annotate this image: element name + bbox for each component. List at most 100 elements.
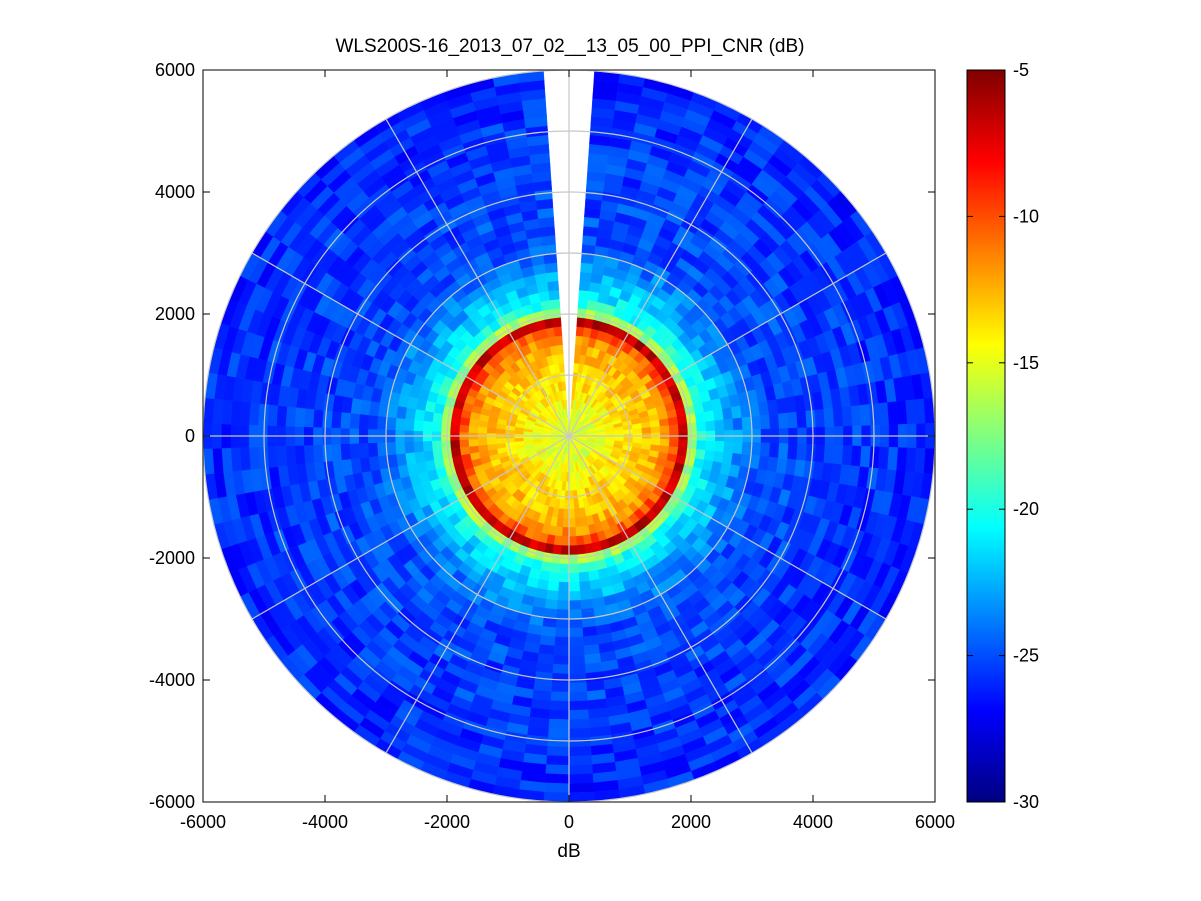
ppi-cell: [582, 234, 598, 246]
ppi-cell: [557, 581, 570, 592]
ppi-cell: [556, 600, 570, 611]
x-tick-label: -2000: [424, 812, 470, 832]
ppi-cell: [677, 423, 689, 433]
ppi-cell: [887, 401, 899, 426]
ppi-cell: [568, 636, 584, 647]
ppi-cell: [759, 414, 771, 430]
ppi-cell: [859, 404, 872, 427]
ppi-cell: [787, 443, 798, 461]
ppi-cell: [576, 544, 586, 555]
ppi-cell: [404, 441, 415, 454]
ppi-cell: [559, 554, 570, 565]
ppi-cell: [732, 417, 743, 431]
ppi-cell: [558, 572, 570, 583]
ppi-cell: [578, 289, 590, 301]
polar-grid-spoke: [568, 118, 753, 437]
ppi-cell: [349, 443, 360, 460]
polar-grid-spoke: [385, 435, 570, 754]
ppi-cell: [583, 216, 600, 228]
ppi-cell: [568, 600, 582, 611]
ppi-cell: [548, 571, 560, 583]
ppi-cell: [538, 216, 555, 228]
ppi-cell: [573, 508, 581, 519]
ppi-cell: [449, 439, 461, 449]
ppi-cell: [431, 440, 442, 451]
ppi-cell: [285, 406, 297, 427]
ppi-cell: [578, 571, 590, 583]
plot-area: [203, 70, 935, 802]
ppi-cell: [547, 736, 570, 748]
ppi-cell: [545, 755, 570, 766]
ppi-cell: [543, 782, 570, 794]
ppi-cell: [887, 446, 899, 471]
ppi-cell: [850, 445, 862, 467]
ppi-cell: [632, 428, 643, 435]
ppi-cell: [759, 442, 771, 458]
colorbar-tick-label: -30: [1013, 792, 1039, 812]
ppi-cell: [385, 441, 397, 456]
ppi-cell: [548, 289, 560, 301]
ppi-cell: [568, 563, 579, 574]
ppi-cell: [550, 682, 570, 693]
ppi-cell: [248, 402, 260, 426]
ppi-cell: [266, 445, 279, 468]
ppi-cell: [285, 445, 297, 466]
ppi-cell: [395, 441, 406, 455]
ppi-cell: [560, 545, 570, 556]
ppi-cell: [568, 609, 583, 620]
ppi-cell: [576, 317, 586, 328]
ppi-cell: [568, 536, 577, 547]
ppi-cell: [896, 400, 908, 425]
ppi-cell: [413, 440, 424, 453]
ppi-cell: [658, 418, 670, 427]
ppi-cell: [823, 408, 835, 428]
ppi-cell: [575, 535, 585, 546]
ppi-cell: [568, 682, 588, 693]
ppi-cell: [540, 299, 552, 311]
ppi-cell: [554, 627, 570, 638]
ppi-cell: [623, 429, 634, 435]
ppi-cell: [538, 644, 555, 656]
ppi-cell: [230, 400, 242, 425]
ppi-cell: [568, 572, 580, 583]
colorbar-tick-label: -10: [1013, 206, 1039, 226]
ppi-cell: [568, 581, 581, 592]
ppi-cell: [568, 709, 590, 720]
ppi-cell: [814, 408, 826, 428]
ppi-cell: [641, 427, 652, 434]
x-tick-label: 2000: [671, 812, 711, 832]
ppi-cell: [568, 736, 591, 748]
ppi-cell: [869, 446, 881, 469]
ppi-cell: [547, 580, 560, 592]
ppi-cell: [542, 308, 553, 320]
ppi-cell: [805, 409, 817, 428]
ppi-cell: [562, 517, 570, 528]
ppi-cell: [559, 563, 570, 574]
ppi-cell: [580, 598, 594, 610]
ppi-cell: [805, 444, 817, 463]
colorbar-gradient: [967, 70, 1005, 802]
ppi-cell: [321, 409, 333, 428]
ppi-cell: [714, 440, 725, 453]
colorbar-tick-label: -5: [1013, 60, 1029, 80]
ppi-cell: [422, 440, 433, 452]
ppi-cell: [376, 442, 388, 457]
ppi-cell: [553, 645, 570, 656]
ppi-cell: [477, 438, 488, 446]
ppi-cell: [577, 553, 588, 565]
ppi-cell: [841, 445, 853, 466]
ppi-cell: [423, 410, 435, 422]
ppi-cell: [685, 448, 697, 459]
ppi-cell: [459, 424, 470, 433]
y-tick-label: 2000: [155, 304, 195, 324]
ppi-cell: [431, 421, 442, 432]
ppi-cell: [404, 418, 415, 431]
ppi-cell: [554, 335, 563, 346]
ppi-cell: [257, 446, 269, 469]
ppi-cell: [703, 450, 715, 462]
ppi-cell: [544, 773, 570, 784]
polar-grid-spoke: [385, 118, 570, 437]
ppi-cell: [495, 437, 506, 444]
ppi-cell: [544, 317, 554, 329]
ppi-cell: [545, 271, 559, 283]
